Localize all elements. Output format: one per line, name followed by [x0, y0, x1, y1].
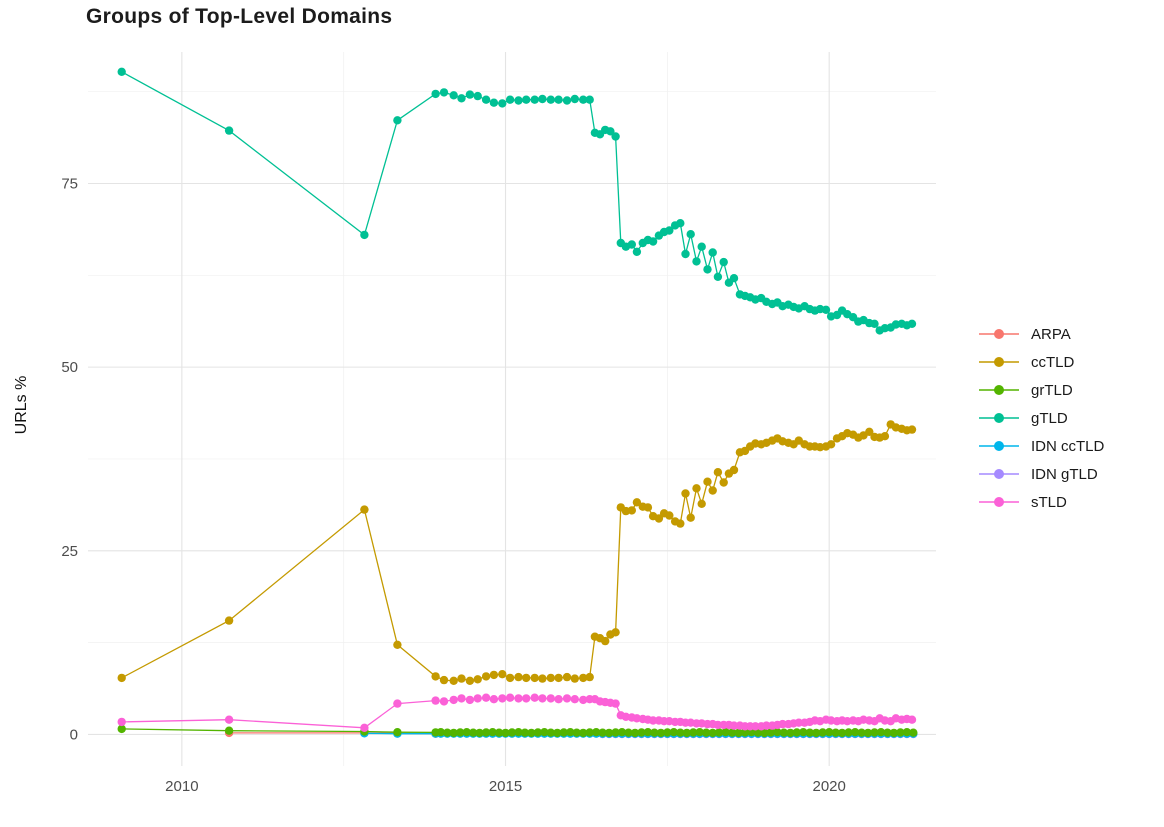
legend-item-gtld: gTLD	[976, 404, 1104, 432]
series-stld	[117, 693, 917, 732]
legend-key-icon	[979, 385, 1019, 395]
series-cctld	[117, 420, 917, 685]
legend-item-label: gTLD	[1031, 409, 1068, 427]
gridlines	[88, 52, 936, 766]
legend-key-icon	[979, 357, 1019, 367]
legend-item-label: sTLD	[1031, 493, 1067, 511]
legend-key-icon	[979, 469, 1019, 479]
y-tick-label: 0	[70, 726, 78, 743]
legend-item-stld: sTLD	[976, 488, 1104, 516]
x-tick-label: 2010	[165, 778, 198, 795]
series-grtld	[117, 724, 918, 738]
legend: ARPA ccTLD grTLD gTLD IDN ccTLD IDN gTLD sTLD	[976, 320, 1104, 516]
legend-item-label: ARPA	[1031, 325, 1071, 343]
legend-key-icon	[979, 441, 1019, 451]
x-tick-label: 2015	[489, 778, 522, 795]
legend-item-cctld: ccTLD	[976, 348, 1104, 376]
legend-item-label: IDN ccTLD	[1031, 437, 1105, 455]
legend-key-icon	[979, 329, 1019, 339]
legend-item-grtld: grTLD	[976, 376, 1104, 404]
y-tick-label: 25	[61, 543, 78, 560]
legend-item-idn-gtld: IDN gTLD	[976, 460, 1104, 488]
legend-key-icon	[979, 413, 1019, 423]
legend-item-idn-cctld: IDN ccTLD	[976, 432, 1104, 460]
legend-item-arpa: ARPA	[976, 320, 1104, 348]
y-tick-label: 50	[61, 359, 78, 376]
legend-item-label: IDN gTLD	[1031, 465, 1098, 483]
series-gtld	[117, 67, 917, 335]
chart-title: Groups of Top-Level Domains	[86, 5, 393, 28]
x-tick-label: 2020	[813, 778, 846, 795]
axis-tick-labels: 0 25 50 75 2010 2015 2020	[61, 175, 846, 795]
legend-key-icon	[979, 497, 1019, 507]
legend-item-label: grTLD	[1031, 381, 1073, 399]
y-tick-label: 75	[61, 175, 78, 192]
legend-item-label: ccTLD	[1031, 353, 1075, 371]
